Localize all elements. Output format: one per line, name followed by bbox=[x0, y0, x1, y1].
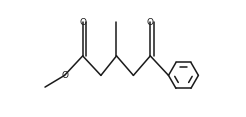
Text: O: O bbox=[61, 71, 68, 80]
Text: O: O bbox=[79, 18, 86, 27]
Text: O: O bbox=[147, 18, 154, 27]
